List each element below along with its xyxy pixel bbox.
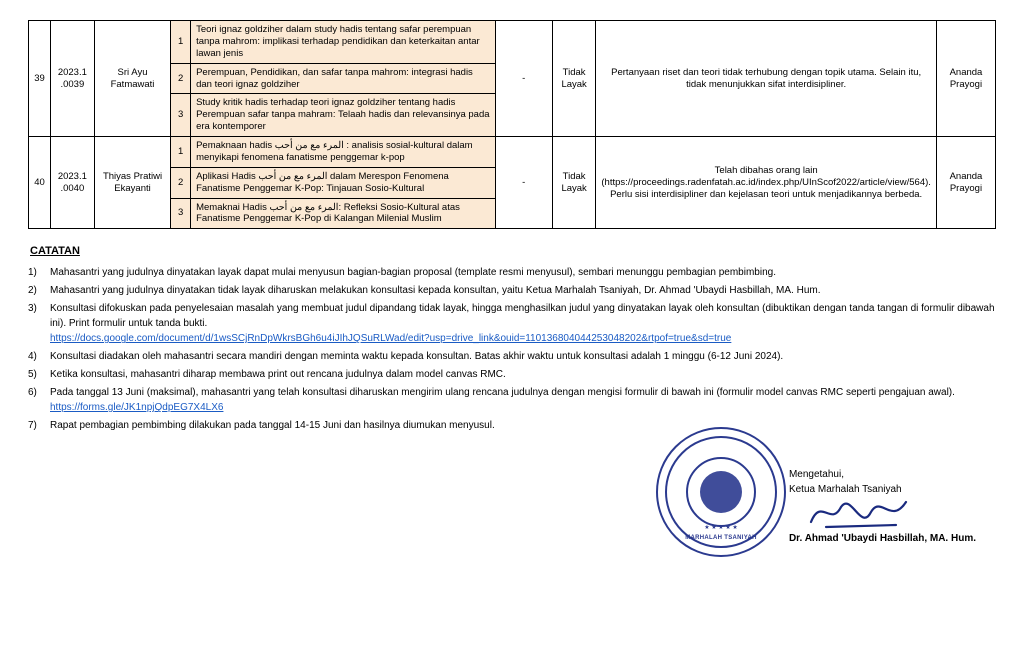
table-row: 392023.1.0039Sri AyuFatmawati1Teori igna… — [29, 21, 996, 64]
note-link[interactable]: https://forms.gle/JK1npjQdpEG7X4LX6 — [50, 402, 223, 413]
stamp-seal: ★ ★ ★ ★ ★ MARHALAH TSANIYAH — [656, 427, 786, 557]
note-number: 7) — [28, 418, 50, 433]
cell-reviewer: AnandaPrayogi — [936, 21, 995, 137]
table-row: 402023.1.0040Thiyas PratiwiEkayanti1Pema… — [29, 137, 996, 168]
note-number: 6) — [28, 385, 50, 415]
note-text: Rapat pembagian pembimbing dilakukan pad… — [50, 418, 996, 433]
data-table: 392023.1.0039Sri AyuFatmawati1Teori igna… — [28, 20, 996, 229]
cell-notes: Pertanyaan riset dan teori tidak terhubu… — [596, 21, 937, 137]
cell-idx: 1 — [171, 137, 191, 168]
cell-title: Study kritik hadis terhadap teori ignaz … — [191, 94, 496, 137]
cell-status: TidakLayak — [552, 137, 596, 229]
cell-idx: 2 — [171, 167, 191, 198]
cell-mid: - — [495, 137, 552, 229]
signoff-block: Mengetahui, Ketua Marhalah Tsaniyah Dr. … — [789, 467, 976, 546]
list-item: 3)Konsultasi difokuskan pada penyelesaia… — [28, 301, 996, 346]
list-item: 6)Pada tanggal 13 Juni (maksimal), mahas… — [28, 385, 996, 415]
cell-name: Thiyas PratiwiEkayanti — [94, 137, 171, 229]
note-number: 1) — [28, 265, 50, 280]
note-number: 4) — [28, 349, 50, 364]
note-text: Pada tanggal 13 Juni (maksimal), mahasan… — [50, 385, 996, 415]
note-text: Mahasantri yang judulnya dinyatakan laya… — [50, 265, 996, 280]
notes-list: 1)Mahasantri yang judulnya dinyatakan la… — [28, 265, 996, 433]
note-text: Konsultasi difokuskan pada penyelesaian … — [50, 301, 996, 346]
notes-heading: CATATAN — [30, 245, 996, 257]
cell-status: TidakLayak — [552, 21, 596, 137]
signoff-name: Dr. Ahmad 'Ubaydi Hasbillah, MA. Hum. — [789, 531, 976, 546]
cell-code: 2023.1.0040 — [50, 137, 94, 229]
cell-no: 39 — [29, 21, 51, 137]
note-number: 5) — [28, 367, 50, 382]
note-text: Konsultasi diadakan oleh mahasantri seca… — [50, 349, 996, 364]
cell-name: Sri AyuFatmawati — [94, 21, 171, 137]
list-item: 7)Rapat pembagian pembimbing dilakukan p… — [28, 418, 996, 433]
footer-area: ★ ★ ★ ★ ★ MARHALAH TSANIYAH Mengetahui, … — [28, 437, 996, 587]
list-item: 1)Mahasantri yang judulnya dinyatakan la… — [28, 265, 996, 280]
list-item: 5)Ketika konsultasi, mahasantri diharap … — [28, 367, 996, 382]
list-item: 2)Mahasantri yang judulnya dinyatakan ti… — [28, 283, 996, 298]
cell-title: Memaknai Hadis المرء مع من أحب: Refleksi… — [191, 198, 496, 229]
cell-no: 40 — [29, 137, 51, 229]
cell-notes: Telah dibahas orang lain (https://procee… — [596, 137, 937, 229]
note-number: 2) — [28, 283, 50, 298]
list-item: 4)Konsultasi diadakan oleh mahasantri se… — [28, 349, 996, 364]
cell-idx: 2 — [171, 63, 191, 94]
cell-title: Perempuan, Pendidikan, dan safar tanpa m… — [191, 63, 496, 94]
cell-idx: 1 — [171, 21, 191, 64]
note-link[interactable]: https://docs.google.com/document/d/1wsSC… — [50, 333, 731, 344]
cell-title: Aplikasi Hadis المرء مع من أحب dalam Mer… — [191, 167, 496, 198]
cell-mid: - — [495, 21, 552, 137]
cell-title: Teori ignaz goldziher dalam study hadis … — [191, 21, 496, 64]
note-number: 3) — [28, 301, 50, 346]
note-text: Mahasantri yang judulnya dinyatakan tida… — [50, 283, 996, 298]
cell-reviewer: AnandaPrayogi — [936, 137, 995, 229]
cell-title: Pemaknaan hadis المرء مع من أحب : analis… — [191, 137, 496, 168]
signoff-role: Ketua Marhalah Tsaniyah — [789, 482, 976, 497]
note-text: Ketika konsultasi, mahasantri diharap me… — [50, 367, 996, 382]
cell-idx: 3 — [171, 94, 191, 137]
cell-code: 2023.1.0039 — [50, 21, 94, 137]
signoff-knowing: Mengetahui, — [789, 467, 976, 482]
cell-idx: 3 — [171, 198, 191, 229]
